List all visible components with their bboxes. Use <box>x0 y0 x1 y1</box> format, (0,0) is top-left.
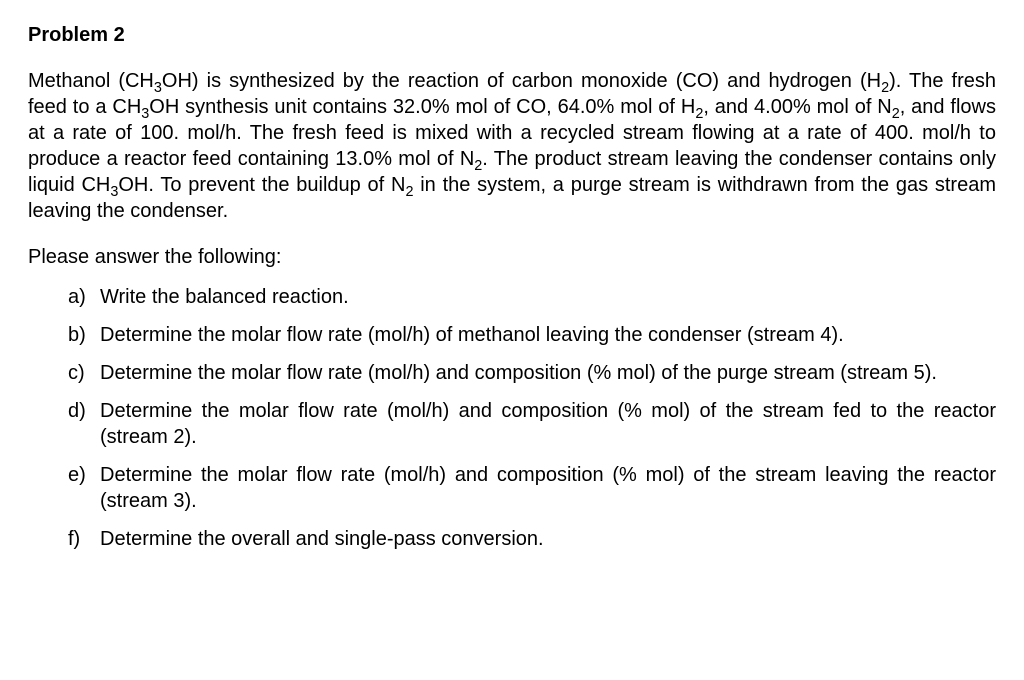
list-item: f) Determine the overall and single-pass… <box>68 526 996 552</box>
problem-statement: Methanol (CH3OH) is synthesized by the r… <box>28 68 996 224</box>
item-marker: a) <box>68 284 94 310</box>
item-marker: d) <box>68 398 94 424</box>
list-item: c) Determine the molar flow rate (mol/h)… <box>68 360 996 386</box>
list-item: e) Determine the molar flow rate (mol/h)… <box>68 462 996 514</box>
item-marker: b) <box>68 322 94 348</box>
list-item: d) Determine the molar flow rate (mol/h)… <box>68 398 996 450</box>
answer-prompt: Please answer the following: <box>28 244 996 270</box>
question-list: a) Write the balanced reaction. b) Deter… <box>28 284 996 552</box>
item-text: Write the balanced reaction. <box>100 286 349 308</box>
item-marker: c) <box>68 360 94 386</box>
list-item: b) Determine the molar flow rate (mol/h)… <box>68 322 996 348</box>
item-marker: f) <box>68 526 94 552</box>
item-marker: e) <box>68 462 94 488</box>
list-item: a) Write the balanced reaction. <box>68 284 996 310</box>
item-text: Determine the overall and single-pass co… <box>100 528 544 550</box>
item-text: Determine the molar flow rate (mol/h) of… <box>100 324 844 346</box>
item-text: Determine the molar flow rate (mol/h) an… <box>100 400 996 448</box>
item-text: Determine the molar flow rate (mol/h) an… <box>100 464 996 512</box>
item-text: Determine the molar flow rate (mol/h) an… <box>100 362 937 384</box>
problem-title: Problem 2 <box>28 22 996 48</box>
